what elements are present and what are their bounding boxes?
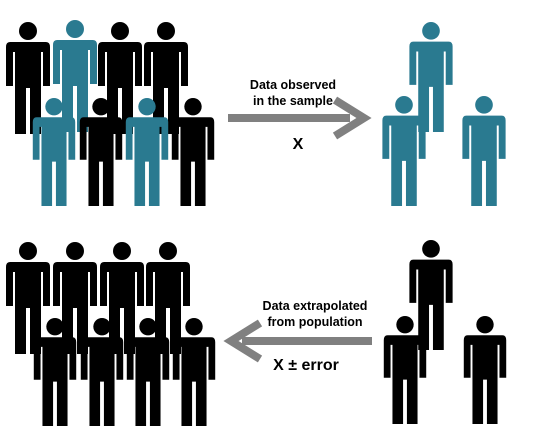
extrapolated-label-line2: from population [267,315,363,329]
sample-group [382,22,506,206]
sample-population-group [6,20,215,206]
person-icon [53,20,97,132]
arrow-left-icon [223,319,372,363]
person-icon [409,240,453,350]
person-icon [146,242,190,354]
population-group [6,242,216,426]
person-icon [98,22,142,134]
person-icon [463,316,507,424]
extrapolated-label-line1: Data extrapolated [262,299,368,313]
person-icon [53,242,97,354]
observed-label-line1: Data observed [249,78,337,92]
person-icon [144,22,188,134]
person-icon [409,22,453,132]
extrapolation-sample-group [383,240,507,424]
observed-value: X [292,136,304,153]
arrow-right-icon [228,96,372,140]
person-icon [100,242,144,354]
person-icon [462,96,506,206]
person-icon [6,22,50,134]
person-icon [6,242,50,354]
observed-label-line2: in the sample [253,94,333,108]
extrapolated-value: X ± error [273,357,339,374]
